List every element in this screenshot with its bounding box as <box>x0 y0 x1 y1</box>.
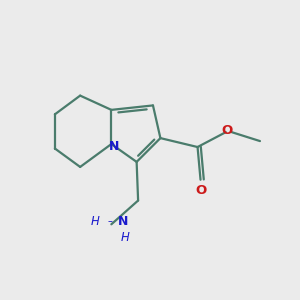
Text: –: – <box>107 216 112 226</box>
Text: N: N <box>109 140 119 153</box>
Text: O: O <box>195 184 206 196</box>
Text: H: H <box>91 215 100 228</box>
Text: N: N <box>118 215 128 228</box>
Text: O: O <box>222 124 233 137</box>
Text: H: H <box>120 231 129 244</box>
